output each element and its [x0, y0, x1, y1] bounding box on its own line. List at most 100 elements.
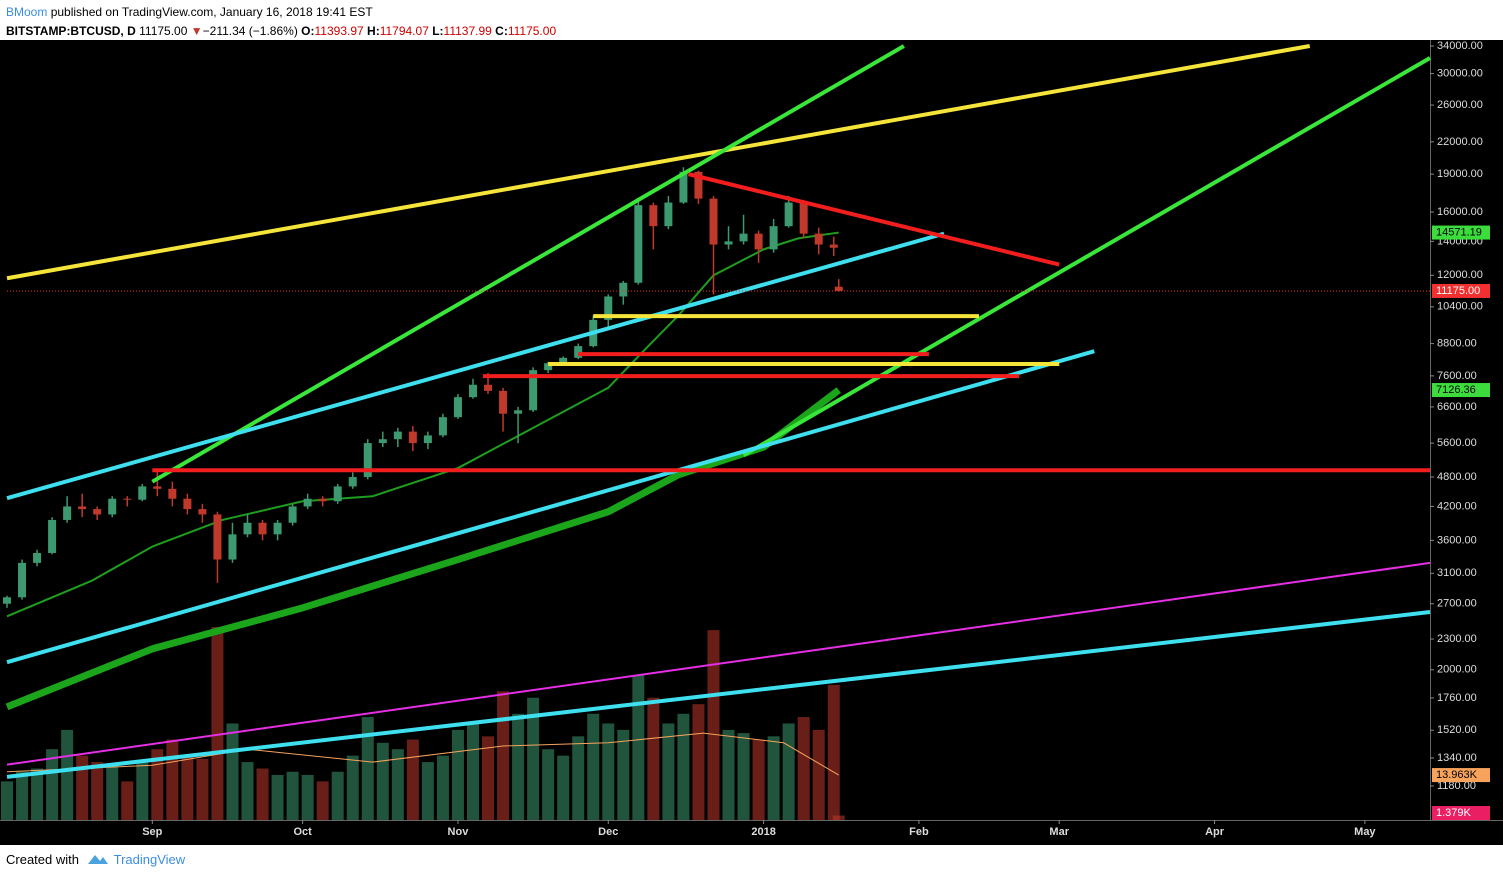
volume-bar	[256, 768, 269, 820]
price-label: 13.963K	[1436, 769, 1478, 781]
volume-bar	[61, 729, 74, 820]
candle-body	[438, 417, 447, 436]
candle-body	[724, 241, 733, 245]
volume-bar	[151, 749, 164, 820]
trend-line	[6, 231, 945, 501]
volume-bar	[466, 723, 479, 820]
y-tick-label: 2000.00	[1437, 664, 1477, 676]
ohlc-value: 11175.00	[507, 24, 557, 38]
candle-body	[829, 244, 838, 248]
candle-body	[198, 509, 207, 515]
volume-bar	[91, 762, 104, 820]
price-label-box	[1432, 768, 1490, 783]
candle-body	[468, 384, 477, 398]
volume-bar	[737, 733, 750, 820]
volume-bar	[451, 729, 464, 820]
candle-body	[33, 552, 42, 563]
candle-body	[138, 486, 147, 500]
arrow: ▼	[190, 24, 203, 38]
volume-bar	[181, 755, 194, 820]
volume-bar	[527, 697, 540, 820]
volume-bar	[482, 736, 495, 820]
price: 11175.00	[139, 24, 188, 38]
y-tick-label: 7600.00	[1437, 370, 1477, 382]
y-tick-label: 1340.00	[1437, 752, 1477, 764]
volume-bar	[166, 739, 179, 820]
volume-bar	[557, 755, 570, 820]
ohlc-key: C:	[495, 24, 508, 38]
x-tick-label: Mar	[1049, 826, 1069, 838]
volume-bar	[376, 742, 389, 820]
volume-bar	[421, 762, 434, 820]
trend-line	[6, 610, 1431, 779]
y-tick-label: 1180.00	[1437, 780, 1476, 792]
volume-pane	[1, 626, 845, 820]
candle-body	[834, 286, 843, 291]
candle-body	[559, 357, 568, 364]
price-label-box	[1432, 283, 1490, 298]
moving-average	[6, 231, 839, 618]
published: published on TradingView.com, January 16…	[50, 5, 373, 19]
header-line: BMoom published on TradingView.com, Janu…	[6, 3, 556, 22]
candle-body	[63, 506, 72, 520]
volume-bar	[602, 723, 615, 820]
trend-line	[6, 561, 1431, 766]
volume-bar	[797, 717, 810, 820]
volume-bar	[782, 723, 795, 820]
y-tick-label: 3600.00	[1437, 534, 1477, 546]
price-label-box	[1432, 383, 1490, 398]
volume-bar	[497, 691, 510, 820]
footer-brand[interactable]: TradingView	[113, 852, 186, 867]
volume-bar	[271, 774, 284, 820]
candle-body	[48, 519, 57, 553]
candle-body	[378, 439, 387, 444]
candle-body	[604, 296, 613, 320]
y-tick-label: 1520.00	[1437, 724, 1477, 736]
price-label-box	[1432, 225, 1490, 240]
candle-body	[754, 233, 763, 250]
volume-bar	[241, 762, 254, 820]
y-tick-label: 19000.00	[1437, 168, 1483, 180]
candle-body	[18, 562, 27, 598]
volume-bar	[827, 684, 840, 820]
candle-body	[228, 534, 237, 560]
candle-body	[769, 226, 778, 250]
candle-body	[423, 435, 432, 444]
candle-body	[348, 477, 357, 487]
candle-body	[303, 498, 312, 507]
ohlc-key: H:	[367, 24, 380, 38]
trend-line	[742, 56, 1432, 457]
candle-body	[709, 198, 718, 245]
volume-bar	[722, 729, 735, 820]
volume-bar	[136, 762, 149, 820]
candle-body	[544, 363, 553, 371]
ohlc-value: 11393.97	[314, 24, 364, 38]
volume-bar	[707, 630, 720, 820]
x-tick-label: May	[1354, 826, 1376, 838]
x-tick-label: 2018	[751, 826, 775, 838]
volume-bar	[617, 729, 630, 820]
trend-line	[151, 44, 905, 484]
y-tick-label: 12000.00	[1437, 269, 1483, 281]
candle-body	[784, 202, 793, 227]
y-tick-label: 5600.00	[1437, 437, 1477, 449]
volume-bar	[391, 749, 404, 820]
logo	[88, 855, 109, 864]
candle-body	[499, 390, 508, 414]
candle-body	[123, 498, 132, 500]
volume-bar	[767, 736, 780, 820]
x-tick-label: Feb	[909, 826, 929, 838]
candle-body	[619, 282, 628, 297]
header-line: BITSTAMP:BTCUSD, D 11175.00 ▼−211.34 (−1…	[6, 22, 556, 41]
y-tick-label: 30000.00	[1437, 67, 1483, 79]
y-tick-label: 6600.00	[1437, 401, 1477, 413]
ohlc-key: L:	[432, 24, 444, 38]
y-tick-label: 2700.00	[1437, 598, 1477, 610]
y-tick-label: 26000.00	[1437, 99, 1483, 111]
author[interactable]: BMoom	[6, 5, 48, 19]
y-tick-label: 10400.00	[1437, 301, 1483, 313]
price-label: 14571.19	[1436, 226, 1482, 238]
volume-bar	[572, 736, 585, 820]
x-tick-label: Dec	[598, 826, 618, 838]
volume-bar	[16, 771, 29, 820]
